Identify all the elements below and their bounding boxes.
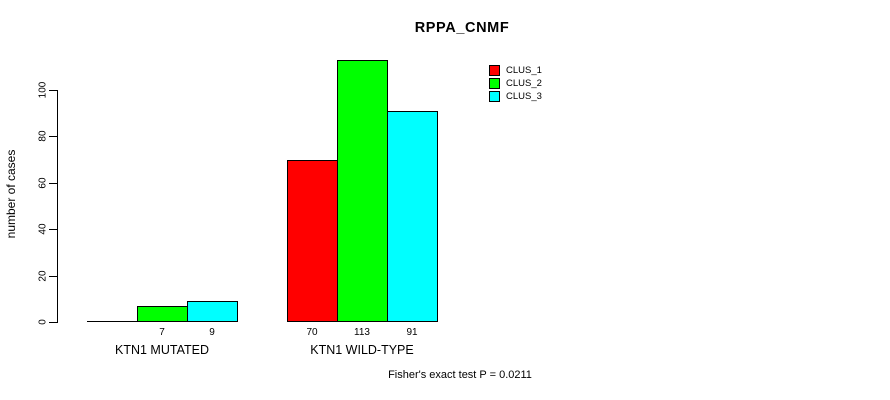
bar-count-label: 70	[306, 327, 318, 338]
x-category-label-mutated: KTN1 MUTATED	[115, 343, 209, 357]
bar-count-label: 91	[406, 327, 418, 338]
bar-CLUS_2	[337, 60, 388, 322]
legend: CLUS_1 CLUS_2 CLUS_3	[489, 64, 542, 103]
y-axis-tick-mark	[49, 136, 57, 137]
y-axis-tick-label: 0	[37, 319, 49, 325]
y-axis-title: number of cases	[4, 149, 18, 239]
legend-item-label: CLUS_1	[506, 65, 542, 76]
legend-item-label: CLUS_2	[506, 78, 542, 89]
bar-CLUS_2	[137, 306, 188, 322]
y-axis-tick-label: 100	[37, 81, 49, 99]
y-axis-tick-mark	[49, 276, 57, 277]
bar-CLUS_1	[287, 160, 338, 322]
y-axis-tick-mark	[49, 229, 57, 230]
legend-item: CLUS_1	[489, 64, 542, 77]
y-axis-tick-mark	[49, 90, 57, 91]
legend-swatch	[489, 78, 500, 89]
y-axis-tick-mark	[49, 183, 57, 184]
bar-count-label: 7	[159, 327, 165, 338]
legend-item: CLUS_2	[489, 77, 542, 90]
x-category-label-wildtype: KTN1 WILD-TYPE	[310, 343, 414, 357]
y-axis-line	[57, 90, 58, 323]
y-axis-tick-label: 20	[37, 270, 49, 282]
y-axis-tick-label: 80	[37, 130, 49, 142]
legend-item-label: CLUS_3	[506, 91, 542, 102]
bar-count-label: 9	[209, 327, 215, 338]
legend-swatch	[489, 65, 500, 76]
y-axis-tick-label: 40	[37, 223, 49, 235]
bar-CLUS_3	[187, 301, 238, 322]
bar-count-label: 113	[354, 327, 370, 338]
y-axis-tick-mark	[49, 322, 57, 323]
chart-title: RPPA_CNMF	[414, 20, 510, 36]
y-axis-tick-label: 60	[37, 177, 49, 189]
legend-swatch	[489, 91, 500, 102]
legend-item: CLUS_3	[489, 90, 542, 103]
fisher-test-annotation: Fisher's exact test P = 0.0211	[388, 369, 532, 381]
bar-CLUS_1-zero	[87, 321, 138, 322]
bar-CLUS_3	[387, 111, 438, 322]
